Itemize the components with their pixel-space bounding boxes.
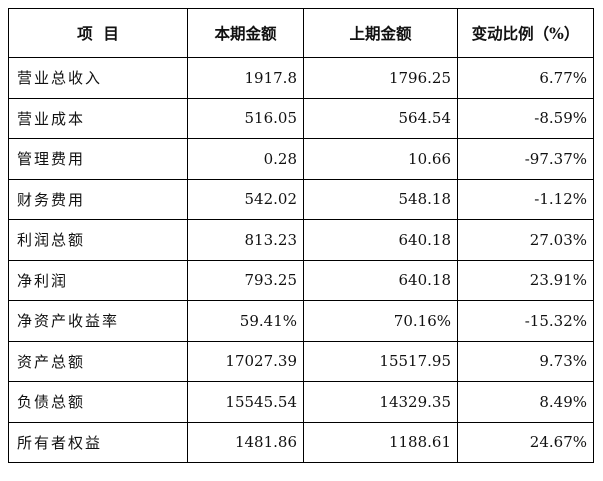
current-amount: 59.41% xyxy=(187,300,304,342)
change-ratio: 24.67% xyxy=(457,421,594,463)
header-row: 项 目 本期金额 上期金额 变动比例（%） xyxy=(8,8,594,58)
previous-amount: 640.18 xyxy=(303,219,458,261)
table-row: 财务费用 542.02 548.18 -1.12% xyxy=(8,178,594,220)
header-change-ratio: 变动比例（%） xyxy=(457,8,594,58)
change-ratio: -15.32% xyxy=(457,300,594,342)
previous-amount: 1796.25 xyxy=(303,57,458,99)
table-row: 营业总收入 1917.8 1796.25 6.77% xyxy=(8,57,594,99)
previous-amount: 640.18 xyxy=(303,259,458,301)
table-row: 营业成本 516.05 564.54 -8.59% xyxy=(8,97,594,139)
row-item: 营业总收入 xyxy=(8,57,188,99)
current-amount: 813.23 xyxy=(187,219,304,261)
table-row: 资产总额 17027.39 15517.95 9.73% xyxy=(8,340,594,382)
current-amount: 1481.86 xyxy=(187,421,304,463)
row-item: 净利润 xyxy=(8,259,188,301)
table-row: 利润总额 813.23 640.18 27.03% xyxy=(8,219,594,261)
previous-amount: 10.66 xyxy=(303,138,458,180)
current-amount: 516.05 xyxy=(187,97,304,139)
change-ratio: -97.37% xyxy=(457,138,594,180)
previous-amount: 14329.35 xyxy=(303,381,458,423)
current-amount: 542.02 xyxy=(187,178,304,220)
table-row: 所有者权益 1481.86 1188.61 24.67% xyxy=(8,421,594,463)
change-ratio: -8.59% xyxy=(457,97,594,139)
row-item: 管理费用 xyxy=(8,138,188,180)
financial-summary-table: 项 目 本期金额 上期金额 变动比例（%） 营业总收入 1917.8 1796.25… xyxy=(8,8,594,463)
previous-amount: 564.54 xyxy=(303,97,458,139)
current-amount: 17027.39 xyxy=(187,340,304,382)
row-item: 所有者权益 xyxy=(8,421,188,463)
table-row: 净利润 793.25 640.18 23.91% xyxy=(8,259,594,301)
table-row: 管理费用 0.28 10.66 -97.37% xyxy=(8,138,594,180)
current-amount: 0.28 xyxy=(187,138,304,180)
change-ratio: 6.77% xyxy=(457,57,594,99)
row-item: 营业成本 xyxy=(8,97,188,139)
change-ratio: 23.91% xyxy=(457,259,594,301)
current-amount: 1917.8 xyxy=(187,57,304,99)
row-item: 财务费用 xyxy=(8,178,188,220)
header-item: 项 目 xyxy=(8,8,188,58)
current-amount: 793.25 xyxy=(187,259,304,301)
previous-amount: 548.18 xyxy=(303,178,458,220)
previous-amount: 70.16% xyxy=(303,300,458,342)
row-item: 利润总额 xyxy=(8,219,188,261)
row-item: 资产总额 xyxy=(8,340,188,382)
change-ratio: 9.73% xyxy=(457,340,594,382)
change-ratio: 8.49% xyxy=(457,381,594,423)
header-current-amount: 本期金额 xyxy=(187,8,304,58)
change-ratio: 27.03% xyxy=(457,219,594,261)
row-item: 负债总额 xyxy=(8,381,188,423)
previous-amount: 1188.61 xyxy=(303,421,458,463)
table-row: 负债总额 15545.54 14329.35 8.49% xyxy=(8,381,594,423)
row-item: 净资产收益率 xyxy=(8,300,188,342)
table-row: 净资产收益率 59.41% 70.16% -15.32% xyxy=(8,300,594,342)
previous-amount: 15517.95 xyxy=(303,340,458,382)
current-amount: 15545.54 xyxy=(187,381,304,423)
header-previous-amount: 上期金额 xyxy=(303,8,458,58)
change-ratio: -1.12% xyxy=(457,178,594,220)
